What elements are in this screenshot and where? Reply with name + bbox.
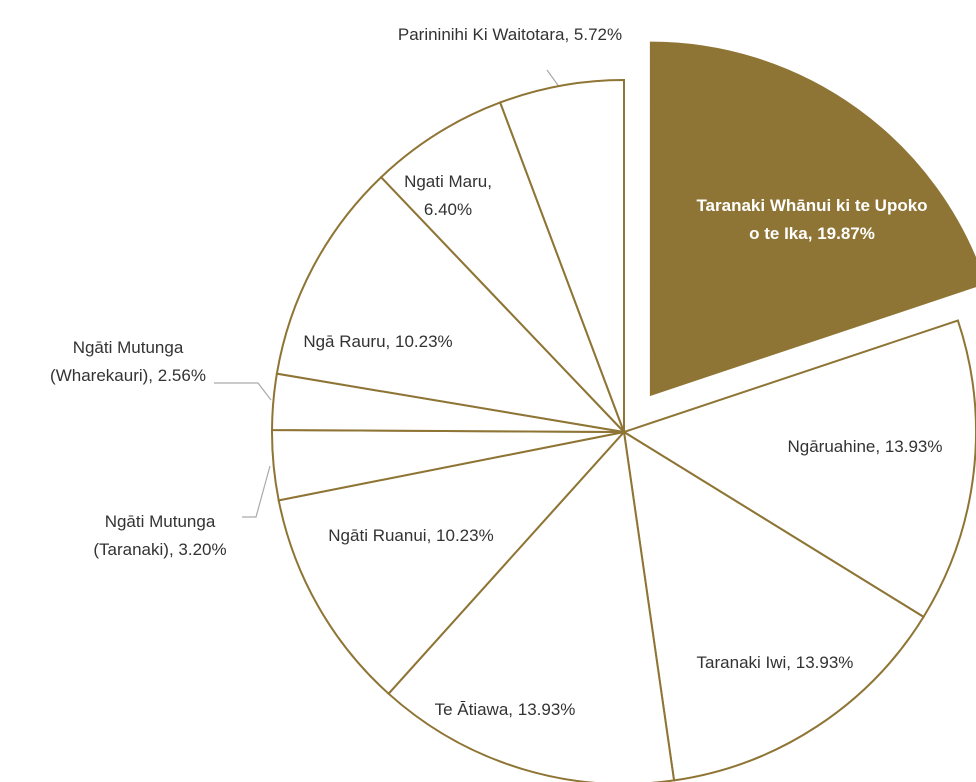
slice-value: 19.87% (817, 224, 875, 243)
leader-line (546, 69, 561, 89)
pie-slice (277, 430, 627, 696)
slice-label: Ngāti Mutunga (Wharekauri), 2.56% (23, 334, 233, 390)
slice-category: Ngati Maru, (404, 172, 492, 191)
slice-label: Ngā Rauru, 10.23% (278, 328, 478, 356)
slice-label: Ngāruahine, 13.93% (745, 433, 976, 461)
slice-value: 3.20% (178, 540, 227, 559)
slice-category: Taranaki Whānui ki te Upoko o te Ika, (696, 196, 928, 243)
pie-slice (387, 429, 676, 782)
slice-label: Ngāti Mutunga (Taranaki), 3.20% (75, 508, 245, 564)
slice-label: Te Ātiawa, 13.93% (395, 696, 615, 724)
slice-label: Taranaki Whānui ki te Upoko o te Ika, 19… (692, 192, 932, 248)
leader-line (214, 382, 272, 401)
slice-category: Ngāti Mutunga (Wharekauri), (50, 338, 184, 385)
pie-slice (622, 430, 925, 782)
slice-value: 13.93% (795, 653, 854, 672)
pie-slice (275, 175, 627, 434)
pie-slice (379, 101, 625, 433)
slice-value: 10.23% (395, 332, 453, 351)
pie-slice (498, 78, 625, 433)
slice-category: Parininihi Ki Waitotara, (397, 25, 570, 44)
slice-value: 6.40% (423, 200, 473, 219)
slice-value: 10.23% (436, 526, 494, 545)
slice-value: 13.93% (884, 437, 943, 456)
slice-value: 13.93% (517, 700, 576, 719)
slice-value: 5.72% (573, 25, 623, 44)
slice-category: Te Ātiawa, (434, 700, 514, 719)
pie-slice (621, 319, 976, 619)
slice-category: Taranaki Iwi, (696, 653, 792, 672)
slice-label: Ngāti Ruanui, 10.23% (291, 522, 531, 550)
slice-label: Ngati Maru, 6.40% (393, 168, 503, 224)
leader-line (242, 465, 271, 518)
pie-slice (649, 41, 976, 397)
slice-category: Ngāti Ruanui, (328, 526, 432, 545)
slice-category: Ngāruahine, (787, 437, 881, 456)
slice-label: Taranaki Iwi, 13.93% (655, 649, 895, 677)
slice-label: Parininihi Ki Waitotara, 5.72% (390, 21, 630, 49)
slice-category: Ngā Rauru, (303, 332, 391, 351)
slice-category: Ngāti Mutunga (Taranaki), (93, 512, 216, 559)
slice-value: 2.56% (157, 366, 206, 385)
